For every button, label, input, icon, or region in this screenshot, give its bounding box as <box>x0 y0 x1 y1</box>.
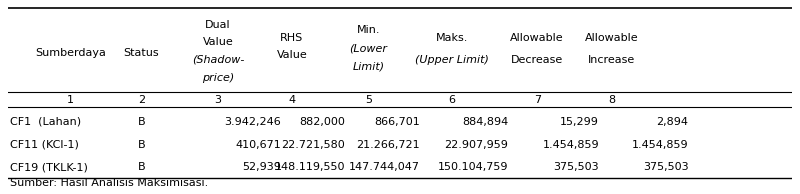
Text: 8: 8 <box>608 95 615 105</box>
Text: Allowable: Allowable <box>510 33 564 43</box>
Text: 150.104,759: 150.104,759 <box>438 162 508 172</box>
Text: 1.454,859: 1.454,859 <box>542 139 599 150</box>
Text: 3: 3 <box>214 95 222 105</box>
Text: 884,894: 884,894 <box>462 117 508 127</box>
Text: Min.: Min. <box>357 25 380 36</box>
Text: 5: 5 <box>365 95 372 105</box>
Text: 21.266,721: 21.266,721 <box>356 139 420 150</box>
Text: Maks.: Maks. <box>435 33 468 43</box>
Text: Allowable: Allowable <box>585 33 638 43</box>
Text: Status: Status <box>123 48 159 58</box>
Text: price): price) <box>202 73 234 83</box>
Text: 22.907,959: 22.907,959 <box>444 139 508 150</box>
Text: 148.119,550: 148.119,550 <box>274 162 345 172</box>
Text: 882,000: 882,000 <box>299 117 345 127</box>
Text: 2: 2 <box>138 95 145 105</box>
Text: B: B <box>138 162 145 172</box>
Text: (Upper Limit): (Upper Limit) <box>415 55 489 65</box>
Text: CF11 (KCl-1): CF11 (KCl-1) <box>10 139 79 150</box>
Text: Limit): Limit) <box>353 61 385 72</box>
Text: CF1  (Lahan): CF1 (Lahan) <box>10 117 82 127</box>
Text: (Shadow-: (Shadow- <box>192 55 244 65</box>
Text: 2,894: 2,894 <box>657 117 689 127</box>
Text: 1.454,859: 1.454,859 <box>632 139 689 150</box>
Text: 52,939: 52,939 <box>242 162 281 172</box>
Text: 3.942,246: 3.942,246 <box>224 117 281 127</box>
Text: 7: 7 <box>534 95 541 105</box>
Text: Value: Value <box>202 37 234 47</box>
Text: 4: 4 <box>288 95 295 105</box>
Text: 147.744,047: 147.744,047 <box>349 162 420 172</box>
Text: Dual: Dual <box>206 20 231 30</box>
Text: B: B <box>138 117 145 127</box>
Text: 15,299: 15,299 <box>560 117 599 127</box>
Text: B: B <box>138 139 145 150</box>
Text: 6: 6 <box>448 95 455 105</box>
Text: 410,671: 410,671 <box>235 139 281 150</box>
Text: 22.721,580: 22.721,580 <box>282 139 345 150</box>
Text: Sumberdaya: Sumberdaya <box>35 48 106 58</box>
Text: CF19 (TKLK-1): CF19 (TKLK-1) <box>10 162 88 172</box>
Text: 375,503: 375,503 <box>643 162 689 172</box>
Text: RHS: RHS <box>280 33 303 43</box>
Text: Value: Value <box>277 50 307 60</box>
Text: 375,503: 375,503 <box>554 162 599 172</box>
Text: Sumber: Hasil Analisis Maksimisasi.: Sumber: Hasil Analisis Maksimisasi. <box>10 178 209 188</box>
Text: (Lower: (Lower <box>350 43 388 54</box>
Text: 1: 1 <box>67 95 74 105</box>
Text: Decrease: Decrease <box>511 55 563 65</box>
Text: Increase: Increase <box>588 55 635 65</box>
Text: 866,701: 866,701 <box>374 117 420 127</box>
